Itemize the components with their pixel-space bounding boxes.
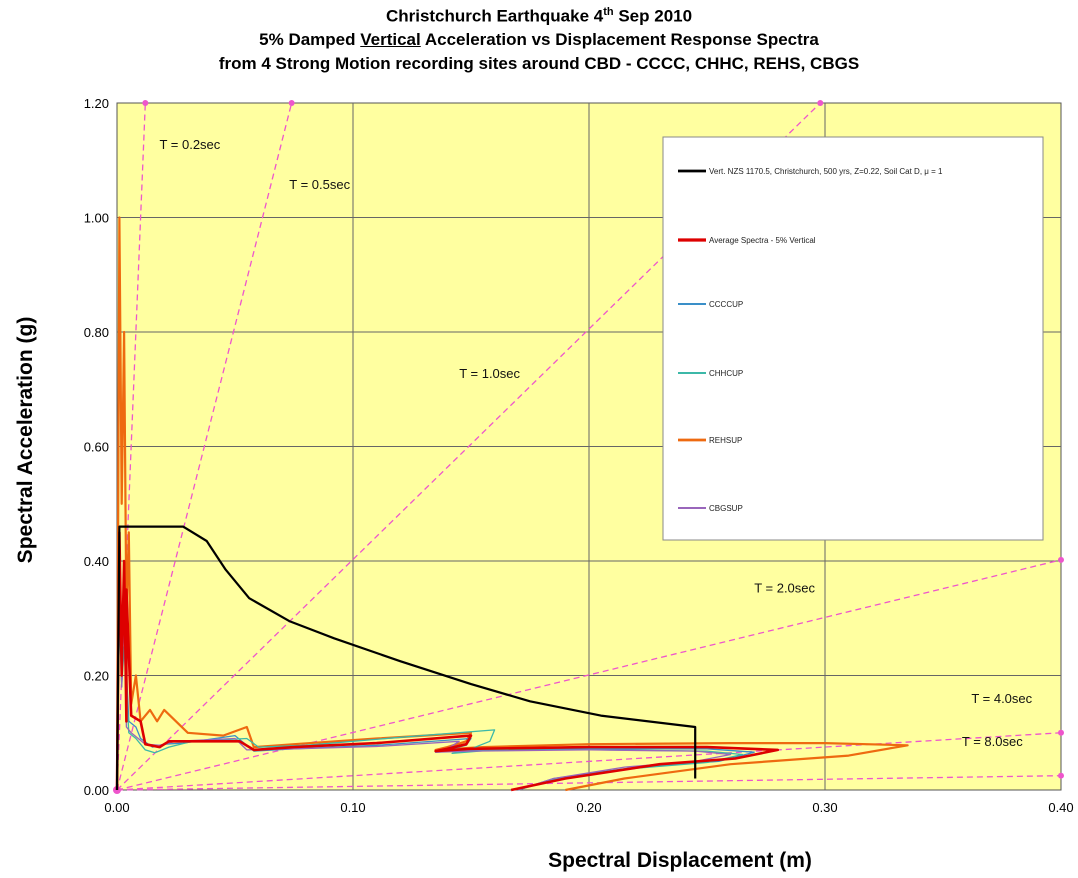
legend-label: Average Spectra - 5% Vertical	[709, 236, 816, 245]
period-line-end-marker	[142, 100, 149, 106]
legend: Vert. NZS 1170.5, Christchurch, 500 yrs,…	[662, 136, 1044, 541]
period-line-end-marker	[288, 100, 295, 106]
x-tick-label: 0.00	[104, 800, 129, 815]
y-tick-label: 0.60	[84, 440, 109, 455]
legend-label: CBGSUP	[709, 504, 743, 513]
period-line-label: T = 1.0sec	[459, 366, 520, 381]
x-tick-label: 0.30	[812, 800, 837, 815]
legend-label: REHSUP	[709, 436, 742, 445]
period-line	[116, 559, 1062, 791]
period-line	[116, 775, 1062, 791]
x-tick-label: 0.20	[576, 800, 601, 815]
y-tick-label: 0.20	[84, 669, 109, 684]
period-line	[116, 732, 1062, 791]
period-line-label: T = 0.2sec	[159, 137, 220, 152]
period-line	[116, 102, 821, 791]
period-line-label: T = 0.5sec	[289, 177, 350, 192]
y-tick-label: 0.40	[84, 554, 109, 569]
x-tick-label: 0.10	[340, 800, 365, 815]
legend-label: Vert. NZS 1170.5, Christchurch, 500 yrs,…	[709, 167, 943, 176]
series-line	[115, 216, 909, 792]
period-line	[116, 102, 293, 791]
chart-title-line-3: from 4 Strong Motion recording sites aro…	[218, 54, 860, 73]
period-line-end-marker	[817, 100, 824, 106]
y-tick-label: 1.00	[84, 211, 109, 226]
period-line-label: T = 4.0sec	[971, 691, 1032, 706]
legend-label: CCCCUP	[709, 300, 743, 309]
series-line	[115, 525, 697, 791]
x-axis-title: Spectral Displacement (m)	[548, 849, 812, 872]
period-line-label: T = 8.0sec	[962, 734, 1023, 749]
chart-title-line-2: 5% Damped Vertical Acceleration vs Displ…	[259, 30, 819, 49]
legend-label: CHHCUP	[709, 369, 743, 378]
chart-title-line-1: Christchurch Earthquake 4th Sep 2010	[385, 6, 693, 26]
series-line	[116, 617, 744, 791]
period-line-label: T = 2.0sec	[754, 580, 815, 595]
y-tick-label: 0.80	[84, 325, 109, 340]
tick-labels: 0.00 0.10 0.20 0.30 0.40 0.00 0.20 0.40 0.60 0.80…	[84, 96, 1074, 815]
y-tick-label: 1.20	[84, 96, 109, 111]
series-line	[116, 583, 732, 791]
y-axis-title: Spectral Acceleration (g)	[14, 317, 37, 564]
legend-box	[662, 136, 1044, 541]
series-line	[115, 531, 780, 792]
period-line-end-marker	[1058, 556, 1064, 563]
period-line-end-marker	[1058, 772, 1064, 779]
y-tick-label: 0.00	[84, 783, 109, 798]
series-layer	[115, 216, 909, 792]
period-line-end-marker	[1058, 729, 1064, 736]
x-tick-label: 0.40	[1048, 800, 1073, 815]
